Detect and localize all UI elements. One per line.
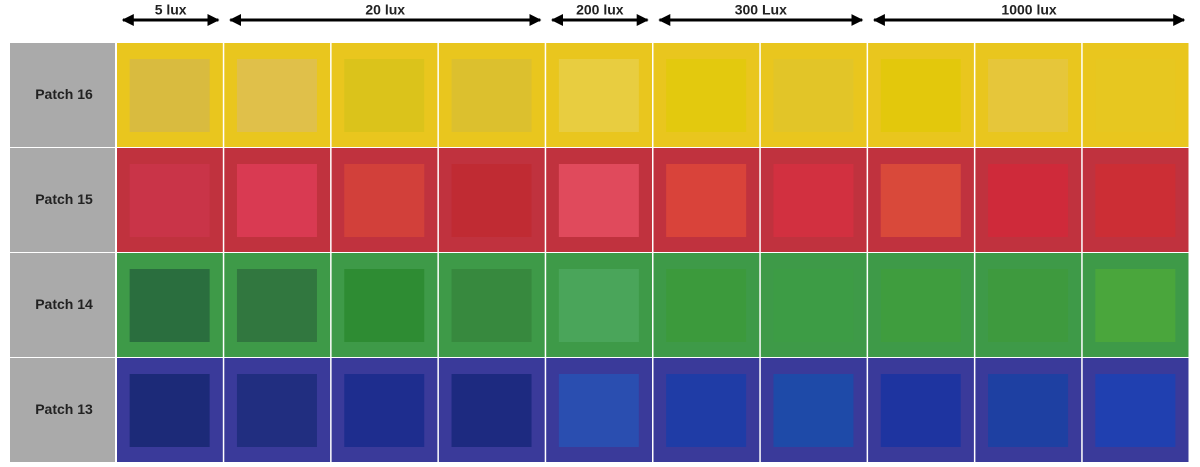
- patch: [1095, 374, 1176, 447]
- row-label-bg: [10, 253, 115, 357]
- patch: [988, 269, 1069, 342]
- patch: [129, 269, 210, 342]
- patch: [988, 164, 1069, 237]
- patch: [1095, 59, 1176, 132]
- lux-label: 1000 lux: [1001, 2, 1056, 18]
- patch: [666, 164, 747, 237]
- patch: [558, 269, 639, 342]
- patch: [1095, 269, 1176, 342]
- patch: [451, 269, 532, 342]
- patch: [773, 164, 854, 237]
- patch: [236, 269, 317, 342]
- patch: [880, 269, 961, 342]
- lux-label: 300 Lux: [735, 2, 787, 18]
- patch: [451, 374, 532, 447]
- patch: [773, 59, 854, 132]
- patch: [129, 59, 210, 132]
- patch: [558, 59, 639, 132]
- patch: [344, 374, 425, 447]
- patch: [451, 164, 532, 237]
- lux-label: 5 lux: [155, 2, 187, 18]
- row-label-bg: [10, 358, 115, 462]
- patch: [344, 164, 425, 237]
- row-label: Patch 13: [35, 401, 93, 417]
- patch: [666, 269, 747, 342]
- patch: [1095, 164, 1176, 237]
- patch: [773, 269, 854, 342]
- patch: [129, 164, 210, 237]
- patch: [344, 59, 425, 132]
- patch: [880, 59, 961, 132]
- patch: [451, 59, 532, 132]
- patch: [558, 164, 639, 237]
- patch: [666, 374, 747, 447]
- row-label: Patch 14: [35, 296, 93, 312]
- patch: [773, 374, 854, 447]
- patch: [236, 164, 317, 237]
- patch: [236, 59, 317, 132]
- patch: [129, 374, 210, 447]
- patch: [344, 269, 425, 342]
- lux-label: 20 lux: [365, 2, 405, 18]
- patch: [666, 59, 747, 132]
- patch: [988, 374, 1069, 447]
- lux-label: 200 lux: [576, 2, 624, 18]
- patch: [236, 374, 317, 447]
- patch: [880, 164, 961, 237]
- row-label: Patch 15: [35, 191, 93, 207]
- row-label-bg: [10, 43, 115, 147]
- patch: [880, 374, 961, 447]
- row-label-bg: [10, 148, 115, 252]
- row-label: Patch 16: [35, 86, 93, 102]
- patch: [988, 59, 1069, 132]
- patch: [558, 374, 639, 447]
